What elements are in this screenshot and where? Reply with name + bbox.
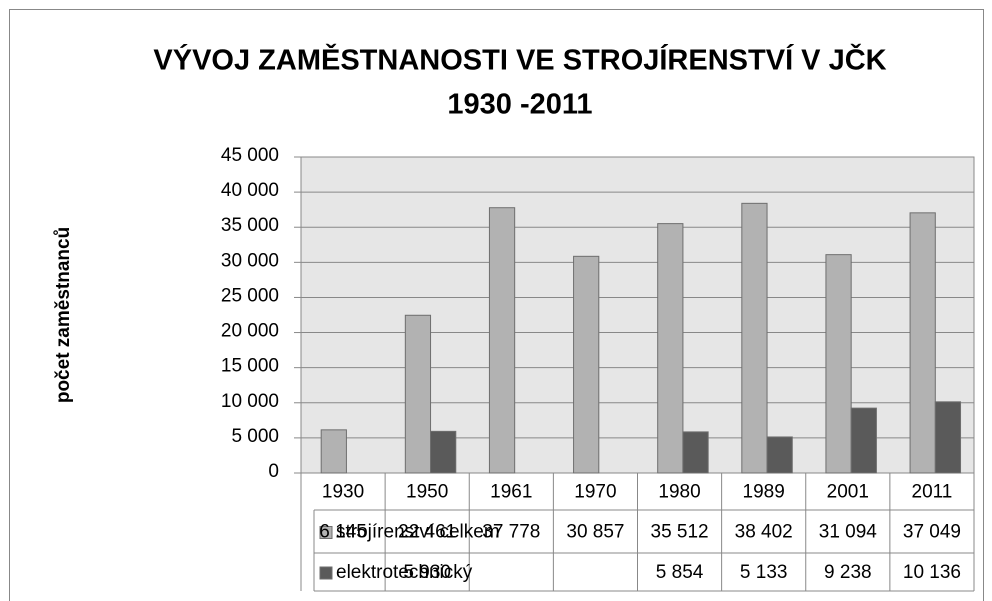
bar bbox=[682, 431, 709, 474]
table-value: 9 238 bbox=[824, 562, 872, 583]
bar bbox=[488, 207, 516, 474]
table-value: 5 133 bbox=[740, 562, 788, 583]
legend-key bbox=[319, 526, 333, 539]
x-tick-label: 2011 bbox=[912, 482, 953, 503]
bar bbox=[404, 314, 432, 474]
x-tick-label: 1980 bbox=[658, 482, 700, 503]
legend-label: elektrotechnický bbox=[336, 562, 473, 583]
y-tick-label: 35 000 bbox=[221, 215, 279, 236]
table-value: 37 049 bbox=[903, 522, 961, 543]
y-tick-label: 45 000 bbox=[221, 145, 279, 166]
bar bbox=[320, 429, 347, 474]
bar bbox=[741, 202, 768, 474]
x-tick-label: 1989 bbox=[743, 482, 785, 503]
bar bbox=[430, 430, 457, 474]
table-value: 6 145 bbox=[319, 522, 367, 543]
y-tick-label: 10 000 bbox=[221, 391, 279, 412]
chart-title: VÝVOJ ZAMĚSTNANOSTI VE STROJÍRENSTVÍ V J… bbox=[153, 43, 886, 77]
y-tick-label: 0 bbox=[268, 461, 279, 482]
x-tick-label: 1950 bbox=[406, 482, 448, 503]
bar bbox=[934, 401, 962, 474]
y-tick-label: 40 000 bbox=[221, 180, 279, 201]
y-axis-title: počet zaměstnanců bbox=[53, 227, 74, 403]
table-value: 5 930 bbox=[403, 562, 451, 583]
y-tick-label: 15 000 bbox=[221, 356, 279, 377]
x-tick-label: 1961 bbox=[490, 482, 532, 503]
table-value: 37 778 bbox=[482, 522, 540, 543]
bar bbox=[850, 407, 877, 474]
bar bbox=[909, 212, 936, 474]
table-value: 35 512 bbox=[651, 522, 709, 543]
y-tick-label: 20 000 bbox=[221, 321, 279, 342]
y-tick-label: 25 000 bbox=[221, 285, 279, 306]
x-tick-label: 1930 bbox=[322, 482, 364, 503]
x-tick-label: 2001 bbox=[827, 482, 869, 503]
legend-key bbox=[319, 566, 333, 580]
bar bbox=[825, 254, 852, 474]
y-tick-label: 5 000 bbox=[231, 426, 279, 447]
y-tick-label: 30 000 bbox=[221, 250, 279, 271]
bar bbox=[766, 436, 793, 474]
chart-title: 1930 -2011 bbox=[447, 89, 592, 121]
bar bbox=[657, 223, 684, 474]
table-value: 10 136 bbox=[903, 562, 961, 583]
table-value: 5 854 bbox=[656, 562, 704, 583]
table-value: 31 094 bbox=[819, 522, 878, 543]
legend-label: strojírenství celkem bbox=[336, 522, 500, 543]
table-value: 22 461 bbox=[398, 522, 456, 543]
table-value: 38 402 bbox=[735, 522, 793, 543]
bar bbox=[573, 255, 600, 474]
table-value: 30 857 bbox=[566, 522, 624, 543]
x-tick-label: 1970 bbox=[574, 482, 616, 503]
